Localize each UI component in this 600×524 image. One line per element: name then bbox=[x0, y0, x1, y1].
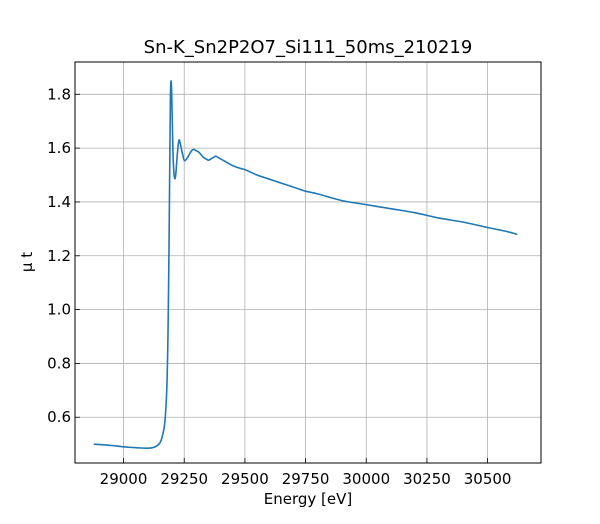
series-line-0 bbox=[93, 80, 518, 450]
y-tick-label: 1.2 bbox=[47, 247, 71, 265]
y-tick-label: 1.4 bbox=[47, 193, 71, 211]
x-tick-label: 29750 bbox=[282, 470, 330, 488]
plot-frame bbox=[74, 61, 542, 464]
y-tick-label: 1.8 bbox=[47, 85, 71, 103]
y-axis-label: μ t bbox=[18, 252, 36, 272]
x-tick-label: 30250 bbox=[403, 470, 451, 488]
x-tick-label: 30500 bbox=[464, 470, 512, 488]
x-tick-label: 29250 bbox=[160, 470, 208, 488]
x-axis-label: Energy [eV] bbox=[264, 490, 352, 508]
x-tick-label: 29000 bbox=[100, 470, 148, 488]
y-tick-label: 1.6 bbox=[47, 139, 71, 157]
y-tick-label: 1.0 bbox=[47, 301, 71, 319]
y-tick-label: 0.8 bbox=[47, 354, 71, 372]
x-tick-label: 29500 bbox=[221, 470, 269, 488]
grid-layer bbox=[75, 62, 541, 463]
tick-layer: 29000 29250 29500 29750 30000 30250 30500 0.6 0.… bbox=[47, 85, 511, 488]
x-tick-label: 30000 bbox=[342, 470, 390, 488]
y-tick-label: 0.6 bbox=[47, 408, 71, 426]
series-layer bbox=[93, 80, 518, 450]
chart-title: Sn-K_Sn2P2O7_Si111_50ms_210219 bbox=[144, 37, 473, 58]
